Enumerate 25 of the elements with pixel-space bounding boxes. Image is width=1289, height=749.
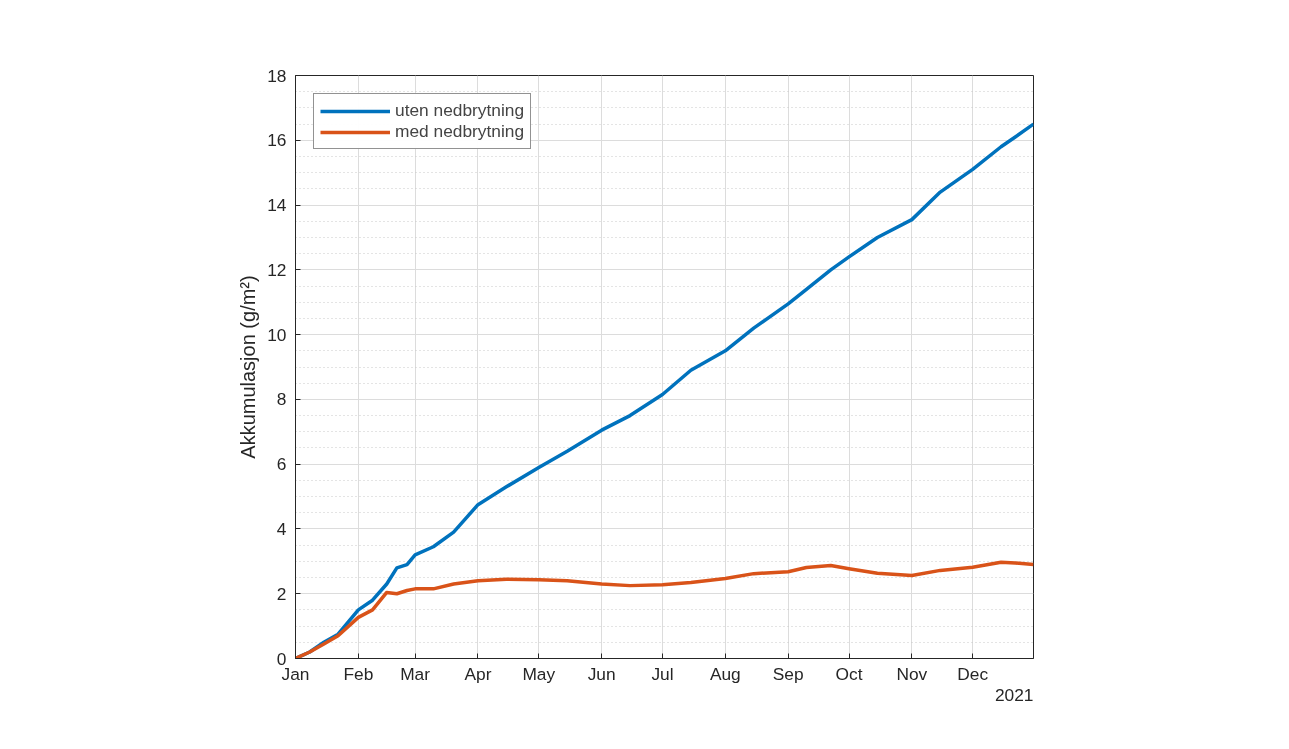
x-tick-label: May [522, 663, 556, 684]
x-tick-label: Nov [896, 663, 928, 684]
y-tick-label: 0 [276, 648, 287, 669]
x-tick-label: Oct [835, 663, 863, 684]
y-tick-label: 14 [267, 195, 287, 216]
x-tick-label: Apr [464, 663, 492, 684]
y-tick-label: 10 [267, 324, 287, 345]
x-tick-label: Dec [957, 663, 989, 684]
y-tick-label: 8 [276, 389, 287, 410]
x-tick-label: Mar [400, 663, 431, 684]
x-tick-label: Feb [343, 663, 374, 684]
x-tick-label: Sep [772, 663, 804, 684]
y-tick-label: 12 [267, 259, 287, 280]
legend-label: med nedbrytning [395, 121, 525, 142]
legend-label: uten nedbrytning [395, 100, 525, 121]
text: 2021 [994, 684, 1034, 705]
y-tick-label: 4 [276, 518, 287, 539]
y-tick-label: 2 [276, 583, 287, 604]
x-tick-label: Jun [587, 663, 616, 684]
x-tick-label: Aug [709, 663, 741, 684]
y-axis-title: Akkumulasjon (g/m²) [237, 275, 260, 459]
y-tick-label: 6 [276, 454, 287, 475]
y-tick-label: 18 [267, 65, 287, 86]
x-tick-label: Jul [651, 663, 674, 684]
y-tick-label: 16 [267, 130, 287, 151]
